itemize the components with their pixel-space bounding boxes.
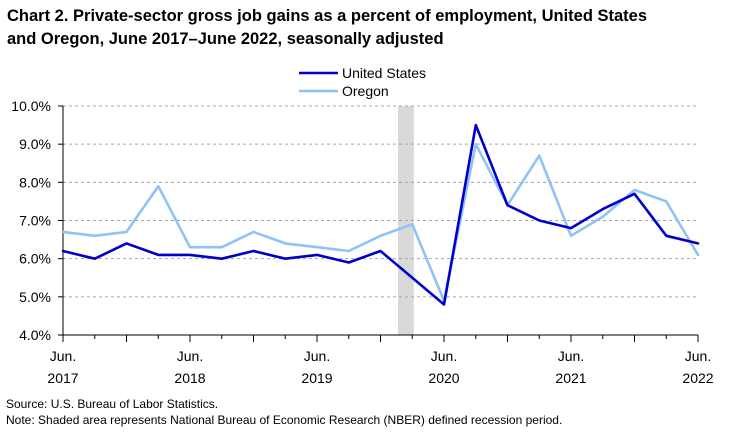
y-tick-label-5: 9.0% [19,136,51,152]
chart-title-line1: Chart 2. Private-sector gross job gains … [7,7,648,25]
legend: United States Oregon [299,65,426,99]
x-tick-label-year-1: 2018 [174,370,205,386]
x-tick-label-year-2: 2019 [301,370,332,386]
series-line-united-states [61,123,700,306]
x-tick-label-year-0: 2017 [47,370,78,386]
y-tick-label-0: 4.0% [19,327,51,343]
source-notes: Source: U.S. Bureau of Labor Statistics.… [6,396,562,428]
series-lines [61,123,700,306]
source-text: Source: U.S. Bureau of Labor Statistics. [6,397,219,411]
y-tick-label-2: 6.0% [19,251,51,267]
note-text: Note: Shaded area represents National Bu… [6,413,563,427]
x-tick-label-month-4: Jun. [558,348,584,364]
x-axis: Jun. 2017 Jun. 2018 Jun. 2019 Jun. 2020 Jun. 2021… [47,334,714,386]
y-tick-label-6: 10.0% [11,98,51,114]
line-chart: 4.0%5.0%6.0%7.0%8.0%9.0%10.0% Jun.2017Ju… [11,65,714,386]
y-tick-label-1: 5.0% [19,289,51,305]
chart-title: Chart 2. Private-sector gross job gains … [7,5,727,51]
x-tick-label-month-5: Jun. [685,348,711,364]
chart-title-line2: and Oregon, June 2017–June 2022, seasona… [7,30,444,48]
legend-label-oregon: Oregon [342,83,389,99]
series-line-oregon [61,142,700,302]
y-tick-label-3: 7.0% [19,213,51,229]
x-tick-label-month-1: Jun. [177,348,203,364]
x-tick-label-year-5: 2022 [682,370,713,386]
y-tick-label-4: 8.0% [19,174,51,190]
x-tick-label-year-4: 2021 [555,370,586,386]
gridlines [63,105,698,298]
x-tick-label-month-3: Jun. [431,348,457,364]
x-tick-label-year-3: 2020 [428,370,459,386]
y-axis: 4.0% 5.0% 6.0% 7.0% 8.0% 9.0% 10.0% [11,98,64,343]
x-tick-label-month-2: Jun. [304,348,330,364]
x-tick-label-month-0: Jun. [50,348,76,364]
legend-label-united-states: United States [342,65,426,81]
